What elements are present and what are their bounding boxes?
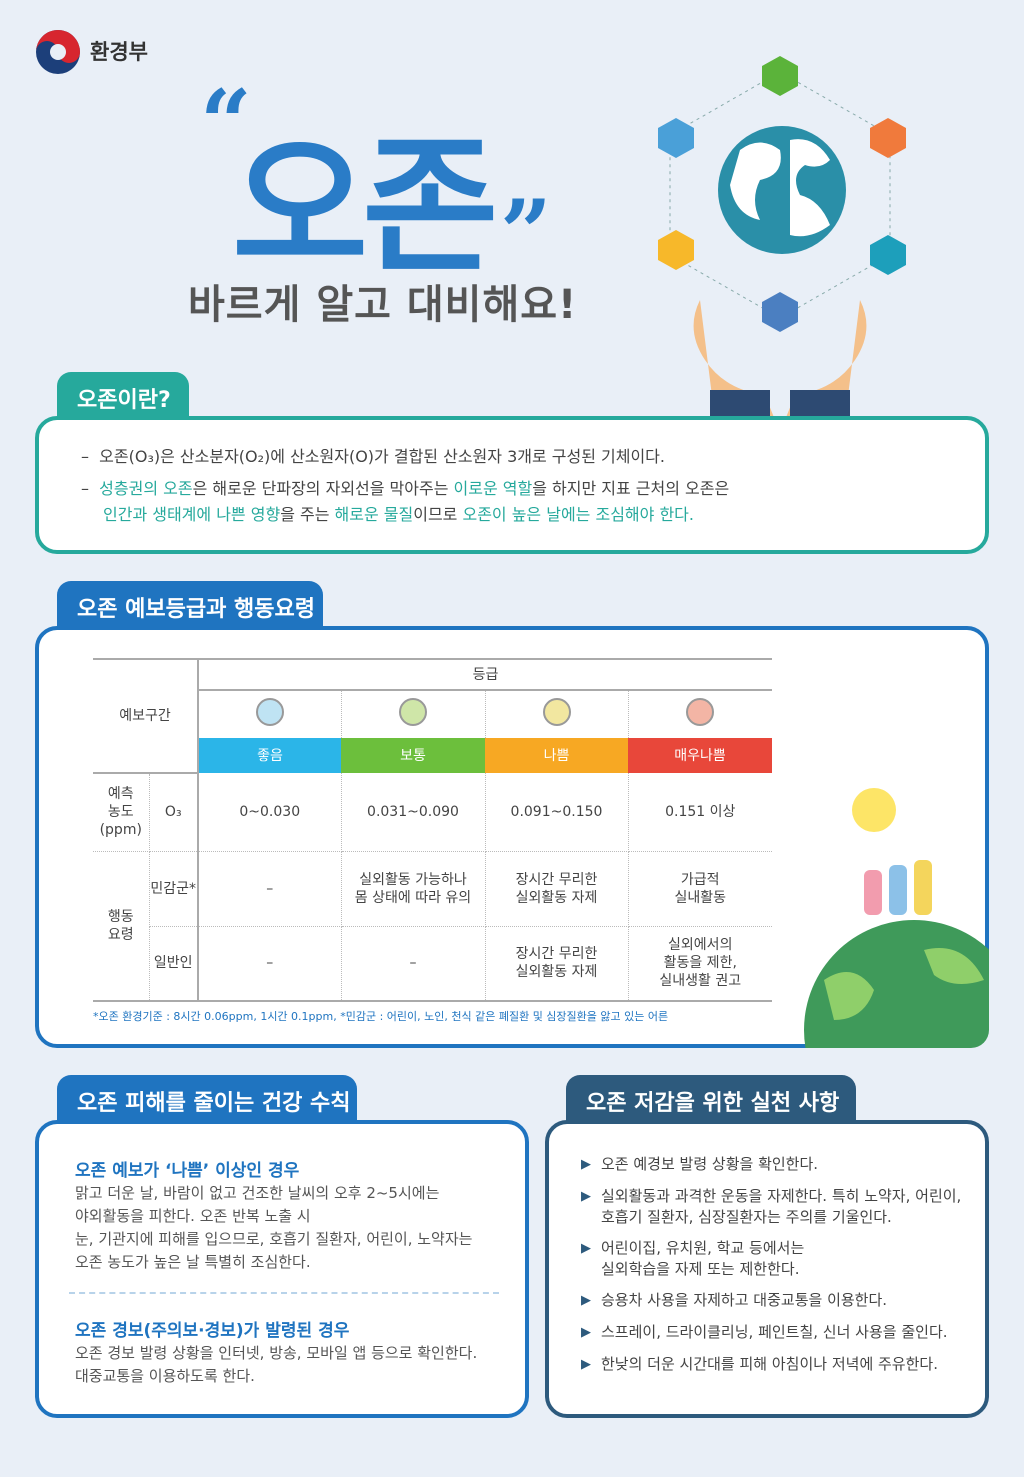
action-text: 실외활동과 과격한 운동을 자제한다. 특히 노약자, 어린이, 호흡기 질환자…	[601, 1187, 962, 1226]
action-item: ▶ 오존 예경보 발령 상황을 확인한다.	[581, 1154, 818, 1175]
concentration-label: 예측 농도 (ppm)	[93, 773, 150, 852]
text-line: 오존 농도가 높은 날 특별히 조심한다.	[75, 1253, 311, 1271]
action-item: ▶ 스프레이, 드라이클리닝, 페인트칠, 신너 사용을 줄인다.	[581, 1322, 948, 1343]
family-earth-illustration	[804, 788, 989, 1048]
action-item: ▶ 실외활동과 과격한 운동을 자제한다. 특히 노약자, 어린이, 호흡기 질환…	[581, 1186, 961, 1228]
earth-hands-illustration	[658, 56, 906, 420]
forecast-range-header: 예보구간	[93, 659, 199, 774]
ozone-effect-line2: 인간과 생태계에 나쁜 영향을 주는 해로운 물질이므로 오존이 높은 날에는 …	[103, 502, 694, 528]
effect-text-1: 성층권의 오존은 해로운 단파장의 자외선을 막아주는 이로운 역할을 하지만 …	[99, 479, 729, 498]
conc-very-bad: 0.151 이상	[628, 773, 772, 852]
dash: –	[81, 447, 89, 466]
general-good: –	[198, 926, 342, 1001]
text-segment: 을 주는	[280, 505, 335, 524]
page-title: 오존	[232, 121, 498, 293]
triangle-bullet-icon: ▶	[581, 1241, 591, 1256]
text-line: 눈, 기관지에 피해를 입으므로, 호흡기 질환자, 어린이, 노약자는	[75, 1230, 473, 1248]
action-item: ▶ 어린이집, 유치원, 학교 등에서는 실외학습을 자제 또는 제한한다.	[581, 1238, 804, 1280]
triangle-bullet-icon: ▶	[581, 1325, 591, 1340]
text-segment: 을 하지만 지표 근처의 오존은	[532, 479, 730, 498]
bad-face-icon	[485, 690, 629, 738]
general-bad: 장시간 무리한 실외활동 자제	[485, 926, 629, 1001]
what-is-ozone-box: – 오존(O₃)은 산소분자(O₂)에 산소원자(O)가 결합된 산소원자 3개…	[35, 416, 989, 554]
highlighted-text: 성층권의 오존	[99, 479, 193, 498]
ministry-logo	[36, 30, 80, 74]
text-line: 야외활동을 피한다. 오존 반복 노출 시	[75, 1207, 311, 1225]
action-text: 한낮의 더운 시간대를 피해 아침이나 저녁에 주유한다.	[601, 1355, 938, 1373]
alert-heading: 오존 경보(주의보·경보)가 발령된 경우	[75, 1321, 350, 1341]
very-bad-face-icon	[628, 690, 772, 738]
text-line: 대중교통을 이용하도록 한다.	[75, 1367, 255, 1385]
page-subtitle: 바르게 알고 대비해요!	[188, 282, 578, 328]
ozone-definition: – 오존(O₃)은 산소분자(O₂)에 산소원자(O)가 결합된 산소원자 3개…	[81, 444, 665, 470]
action-text: 어린이집, 유치원, 학교 등에서는 실외학습을 자제 또는 제한한다.	[601, 1239, 805, 1278]
section-tab-forecast-grades: 오존 예보등급과 행동요령	[57, 581, 323, 627]
action-item: ▶ 한낮의 더운 시간대를 피해 아침이나 저녁에 주유한다.	[581, 1354, 938, 1375]
hexagon-icons	[658, 56, 906, 332]
health-rules-box: 오존 예보가 ‘나쁨’ 이상인 경우 맑고 더운 날, 바람이 없고 건조한 날…	[35, 1120, 529, 1418]
conc-bad: 0.091~0.150	[485, 773, 629, 852]
sensitive-good: –	[198, 851, 342, 927]
triangle-bullet-icon: ▶	[581, 1157, 591, 1172]
o3-label: O₃	[149, 773, 199, 852]
highlighted-text: 오존이 높은 날에는 조심해야 한다.	[462, 505, 694, 524]
divider	[69, 1292, 499, 1294]
triangle-bullet-icon: ▶	[581, 1189, 591, 1204]
grade-normal: 보통	[341, 738, 485, 773]
sensitive-normal: 실외활동 가능하나 몸 상태에 따라 유의	[341, 851, 486, 927]
highlighted-text: 인간과 생태계에 나쁜 영향	[103, 505, 281, 524]
conc-good: 0~0.030	[198, 773, 342, 852]
reduction-actions-box: ▶ 오존 예경보 발령 상황을 확인한다. ▶ 실외활동과 과격한 운동을 자제한다.…	[545, 1120, 989, 1418]
grade-header: 등급	[198, 659, 772, 691]
text-line: 맑고 더운 날, 바람이 없고 건조한 날씨의 오후 2~5시에는	[75, 1184, 440, 1202]
close-quote: ”	[500, 180, 552, 286]
action-item: ▶ 승용차 사용을 자제하고 대중교통을 이용한다.	[581, 1290, 887, 1311]
ministry-name: 환경부	[90, 40, 148, 64]
dash: –	[81, 479, 89, 498]
highlighted-text: 이로운 역할	[453, 479, 533, 498]
forecast-grades-box: 예보구간 등급 좋음 보통 나쁨 매우나쁨 예측 농도 (ppm) O₃ 0~0…	[35, 626, 989, 1048]
text-segment: 은 해로운 단파장의 자외선을 막아주는	[192, 479, 454, 498]
sensitive-label: 민감군*	[149, 851, 199, 927]
action-text: 스프레이, 드라이클리닝, 페인트칠, 신너 사용을 줄인다.	[601, 1323, 948, 1341]
ozone-effect-line1: – 성층권의 오존은 해로운 단파장의 자외선을 막아주는 이로운 역할을 하지…	[81, 476, 729, 502]
highlighted-text: 해로운 물질	[334, 505, 414, 524]
triangle-bullet-icon: ▶	[581, 1293, 591, 1308]
grade-very-bad: 매우나쁨	[628, 738, 772, 773]
triangle-bullet-icon: ▶	[581, 1357, 591, 1372]
good-face-icon	[198, 690, 342, 738]
section-tab-what-is-ozone: 오존이란?	[57, 372, 189, 418]
sensitive-very-bad: 가급적 실내활동	[628, 851, 772, 927]
grade-bad: 나쁨	[485, 738, 628, 773]
normal-face-icon	[341, 690, 486, 738]
general-very-bad: 실외에서의 활동을 제한, 실내생활 권고	[659, 937, 742, 990]
action-text: 승용차 사용을 자제하고 대중교통을 이용한다.	[601, 1291, 888, 1309]
open-quote: “	[200, 70, 252, 176]
grade-good: 좋음	[198, 738, 341, 773]
section-tab-health-rules: 오존 피해를 줄이는 건강 수칙	[57, 1075, 357, 1121]
alert-text: 오존 경보 발령 상황을 인터넷, 방송, 모바일 앱 등으로 확인한다. 대중…	[75, 1342, 477, 1388]
definition-text: 오존(O₃)은 산소분자(O₂)에 산소원자(O)가 결합된 산소원자 3개로 …	[99, 447, 665, 466]
text-segment: 이므로	[413, 505, 463, 524]
section-tab-reduction-actions: 오존 저감을 위한 실천 사항	[566, 1075, 856, 1121]
bad-forecast-text: 맑고 더운 날, 바람이 없고 건조한 날씨의 오후 2~5시에는 야외활동을 …	[75, 1182, 472, 1274]
forecast-table: 예보구간 등급 좋음 보통 나쁨 매우나쁨 예측 농도 (ppm) O₃ 0~0…	[93, 658, 772, 1002]
table-footnote: *오존 환경기준 : 8시간 0.06ppm, 1시간 0.1ppm, *민감군…	[93, 1010, 669, 1023]
action-text: 오존 예경보 발령 상황을 확인한다.	[601, 1155, 819, 1173]
conc-normal: 0.031~0.090	[341, 773, 486, 852]
general-normal: –	[341, 926, 486, 1001]
text-line: 오존 경보 발령 상황을 인터넷, 방송, 모바일 앱 등으로 확인한다.	[75, 1344, 478, 1362]
sun-icon	[852, 788, 896, 832]
general-label: 일반인	[149, 926, 199, 1001]
sensitive-bad: 장시간 무리한 실외활동 자제	[485, 851, 629, 927]
bad-forecast-heading: 오존 예보가 ‘나쁨’ 이상인 경우	[75, 1161, 300, 1181]
action-label: 행동 요령	[93, 851, 150, 1001]
